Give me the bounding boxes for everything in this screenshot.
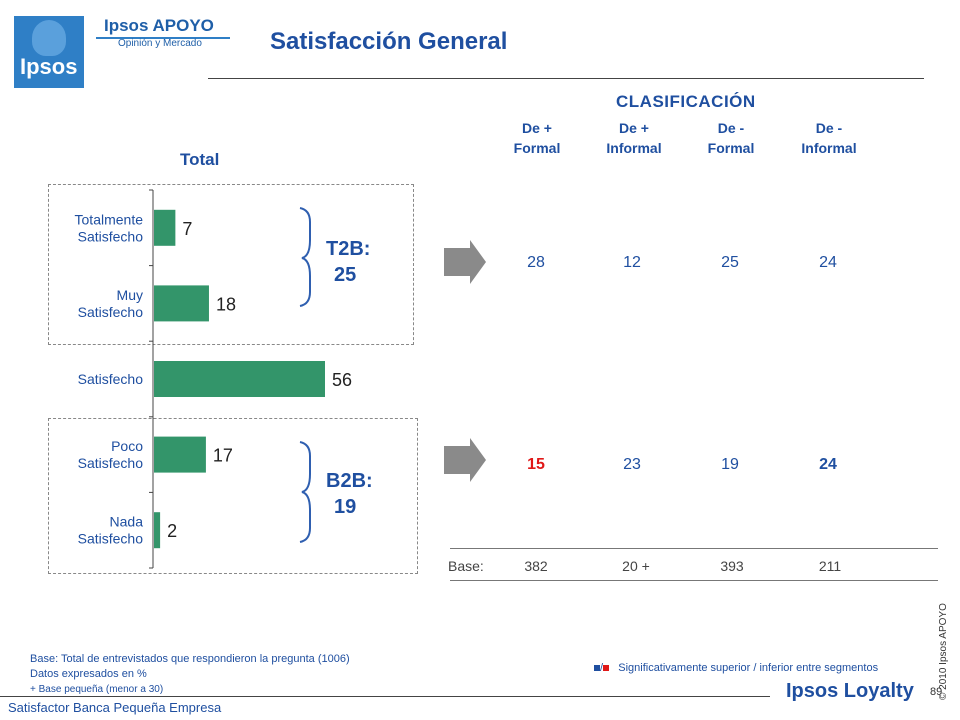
b2b-value-informal-plus: 23 xyxy=(623,456,641,473)
segment-header-1-line1: De + xyxy=(522,120,552,136)
t2b-bracket xyxy=(299,207,311,307)
footer-divider xyxy=(0,696,770,697)
page-number: 89 xyxy=(930,686,943,698)
t2b-group-box xyxy=(48,184,414,345)
segment-header-4-line1: De - xyxy=(815,120,843,136)
segment-header-1: De + Formal xyxy=(487,118,587,158)
chart-category-label: Satisfecho xyxy=(78,531,144,547)
footer-title: Satisfactor Banca Pequeña Empresa xyxy=(8,700,222,715)
legend-separator: / xyxy=(600,662,604,674)
superior-square-icon xyxy=(594,665,600,672)
chart-data-label: 2 xyxy=(167,521,177,541)
chart-data-label: 18 xyxy=(216,294,236,314)
t2b-value-informal-minus: 24 xyxy=(819,254,837,271)
page-title: Satisfacción General xyxy=(270,28,508,55)
segment-header-4: De - Informal xyxy=(779,118,879,158)
chart-category-label: Totalmente xyxy=(75,211,144,227)
chart-bar xyxy=(154,512,161,549)
segment-header-3-line2: Formal xyxy=(707,140,755,156)
title-divider xyxy=(208,78,924,79)
b2b-label: B2B: xyxy=(326,470,373,492)
logo-head-icon xyxy=(32,20,66,56)
footnotes: Base: Total de entrevistados que respond… xyxy=(30,652,350,697)
segment-header-4-line2: Informal xyxy=(801,140,857,156)
chart-bar xyxy=(154,285,209,322)
segment-header-2-line2: Informal xyxy=(606,140,662,156)
chart-data-label: 17 xyxy=(213,446,233,466)
chart-title: Total xyxy=(180,150,220,169)
chart-bar xyxy=(154,436,206,473)
b2b-arrow-icon xyxy=(444,438,486,482)
t2b-arrow-icon xyxy=(444,240,486,284)
base-top-rule xyxy=(450,548,938,549)
b2b-value-formal-minus: 19 xyxy=(721,456,739,473)
chart-data-label: 56 xyxy=(332,370,352,390)
t2b-value: 25 xyxy=(334,264,357,286)
t2b-value-informal-plus: 12 xyxy=(623,254,641,271)
legend-text: Significativamente superior / inferior e… xyxy=(618,662,879,674)
logo-word: Ipsos xyxy=(20,54,78,79)
chart-category-label: Satisfecho xyxy=(78,304,144,320)
chart-category-label: Satisfecho xyxy=(78,371,144,387)
base-informal-plus: 20 + xyxy=(622,558,650,574)
footnote-small-base: + Base pequeña (menor a 30) xyxy=(30,684,164,695)
b2b-bracket xyxy=(299,441,311,543)
brand-name: Ipsos APOYO xyxy=(104,16,214,35)
segment-header-2-line1: De + xyxy=(619,120,649,136)
b2b-summary: B2B: 19 xyxy=(326,468,373,520)
base-informal-minus: 211 xyxy=(818,558,842,574)
brand-subname: Opinión y Mercado xyxy=(118,38,202,49)
segment-header-2: De + Informal xyxy=(584,118,684,158)
footnote-units: Datos expresados en % xyxy=(30,668,147,680)
b2b-value-formal-plus: 15 xyxy=(527,456,545,473)
t2b-label: T2B: xyxy=(326,238,371,260)
ipsos-logo: Ipsos xyxy=(14,16,84,88)
base-formal-minus: 393 xyxy=(720,558,744,574)
brand-divider xyxy=(96,37,230,39)
b2b-value-informal-minus: 24 xyxy=(819,456,837,473)
chart-category-label: Poco xyxy=(111,438,143,454)
classification-title: CLASIFICACIÓN xyxy=(616,92,756,111)
footnote-base: Base: Total de entrevistados que respond… xyxy=(30,653,350,665)
chart-category-label: Satisfecho xyxy=(78,228,144,244)
ipsos-loyalty-logo: Ipsos Loyalty xyxy=(786,680,914,702)
t2b-value-formal-minus: 25 xyxy=(721,254,739,271)
chart-bar xyxy=(154,361,325,397)
segment-header-3-line1: De - xyxy=(717,120,745,136)
chart-data-label: 7 xyxy=(182,219,192,239)
chart-category-label: Muy xyxy=(117,287,143,303)
b2b-group-box xyxy=(48,418,418,574)
inferior-square-icon xyxy=(603,665,610,672)
chart-category-label: Satisfecho xyxy=(78,455,144,471)
significance-legend: / Significativamente superior / inferior… xyxy=(594,662,878,674)
base-label: Base: xyxy=(448,558,484,574)
chart-bar xyxy=(154,209,176,246)
t2b-value-formal-plus: 28 xyxy=(527,254,545,271)
t2b-summary: T2B: 25 xyxy=(326,236,370,288)
segment-header-3: De - Formal xyxy=(681,118,781,158)
chart-category-label: Nada xyxy=(110,514,144,530)
b2b-value: 19 xyxy=(334,496,357,518)
base-bottom-rule xyxy=(450,580,938,581)
segment-header-1-line2: Formal xyxy=(513,140,561,156)
base-formal-plus: 382 xyxy=(524,558,548,574)
